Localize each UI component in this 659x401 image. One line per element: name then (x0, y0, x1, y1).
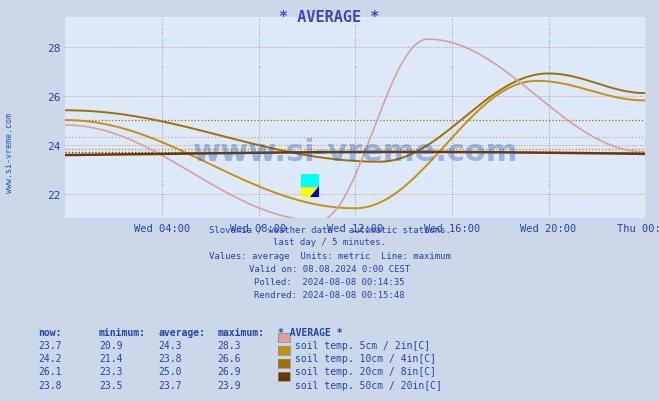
Text: Slovenia / weather data - automatic stations.: Slovenia / weather data - automatic stat… (208, 225, 451, 233)
Text: 23.7: 23.7 (38, 340, 62, 350)
Text: maximum:: maximum: (217, 327, 264, 337)
Text: soil temp. 20cm / 8in[C]: soil temp. 20cm / 8in[C] (295, 367, 436, 377)
Text: 23.5: 23.5 (99, 380, 123, 390)
Text: 26.6: 26.6 (217, 353, 241, 363)
Text: Polled:  2024-08-08 00:14:35: Polled: 2024-08-08 00:14:35 (254, 277, 405, 286)
Text: Values: average  Units: metric  Line: maximum: Values: average Units: metric Line: maxi… (208, 251, 451, 260)
Text: * AVERAGE *: * AVERAGE * (279, 10, 380, 25)
Text: * AVERAGE *: * AVERAGE * (278, 327, 343, 337)
Text: now:: now: (38, 327, 62, 337)
Text: minimum:: minimum: (99, 327, 146, 337)
Text: soil temp. 10cm / 4in[C]: soil temp. 10cm / 4in[C] (295, 353, 436, 363)
Text: 28.3: 28.3 (217, 340, 241, 350)
Text: 26.1: 26.1 (38, 367, 62, 377)
Text: 24.3: 24.3 (158, 340, 182, 350)
Polygon shape (310, 186, 319, 197)
Text: 23.8: 23.8 (158, 353, 182, 363)
Text: soil temp. 5cm / 2in[C]: soil temp. 5cm / 2in[C] (295, 340, 430, 350)
Text: soil temp. 50cm / 20in[C]: soil temp. 50cm / 20in[C] (295, 380, 442, 390)
Text: average:: average: (158, 327, 205, 337)
Text: 20.9: 20.9 (99, 340, 123, 350)
Text: www.si-vreme.com: www.si-vreme.com (192, 138, 518, 167)
Text: 24.2: 24.2 (38, 353, 62, 363)
Text: last day / 5 minutes.: last day / 5 minutes. (273, 238, 386, 247)
Polygon shape (301, 175, 319, 186)
Text: 23.7: 23.7 (158, 380, 182, 390)
Text: www.si-vreme.com: www.si-vreme.com (5, 112, 14, 192)
Text: Rendred: 2024-08-08 00:15:48: Rendred: 2024-08-08 00:15:48 (254, 291, 405, 300)
Text: 26.9: 26.9 (217, 367, 241, 377)
Text: 23.9: 23.9 (217, 380, 241, 390)
Text: 25.0: 25.0 (158, 367, 182, 377)
Text: 23.8: 23.8 (38, 380, 62, 390)
Text: 21.4: 21.4 (99, 353, 123, 363)
Text: Valid on: 08.08.2024 0:00 CEST: Valid on: 08.08.2024 0:00 CEST (249, 264, 410, 273)
Text: 23.3: 23.3 (99, 367, 123, 377)
